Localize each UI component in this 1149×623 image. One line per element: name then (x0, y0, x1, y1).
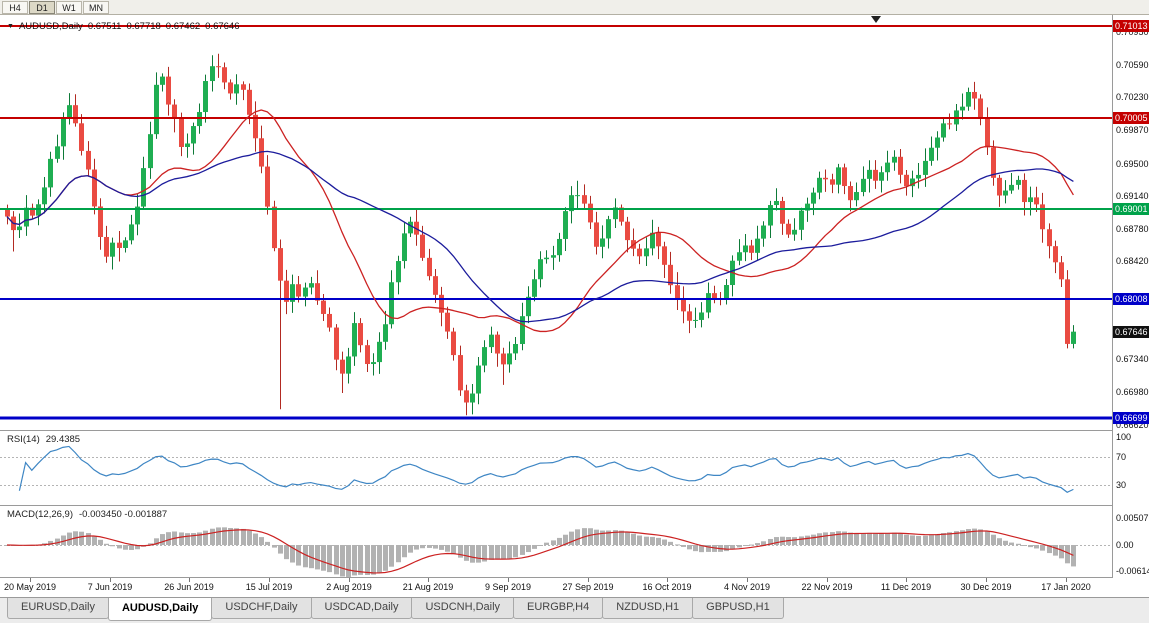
date-label: 26 Jun 2019 (164, 582, 214, 592)
date-tick (827, 578, 828, 582)
date-label: 22 Nov 2019 (801, 582, 853, 592)
date-tick (428, 578, 429, 582)
pane-separator (0, 505, 1149, 506)
level-price-badge: 0.69001 (1113, 202, 1149, 215)
macd-axis-label: 0.00 (1116, 540, 1134, 550)
chart-tab-audusd-daily[interactable]: AUDUSD,Daily (107, 598, 213, 621)
date-label: 9 Sep 2019 (484, 582, 532, 592)
macd-value: -0.003450 -0.001887 (79, 509, 168, 520)
date-label: 27 Sep 2019 (562, 582, 614, 592)
macd-label: MACD(12,26,9) -0.003450 -0.001887 (7, 509, 167, 520)
price-axis-label: 0.68420 (1116, 256, 1149, 267)
date-tick (667, 578, 668, 582)
date-tick (269, 578, 270, 582)
date-tick (508, 578, 509, 582)
chart-symbol-label: AUDUSD,Daily (18, 21, 83, 32)
date-label: 30 Dec 2019 (960, 582, 1012, 592)
date-tick (986, 578, 987, 582)
level-price-badge: 0.70005 (1113, 111, 1149, 124)
ohlc-close: 0.67646 (205, 21, 240, 32)
rsi-axis-label: 30 (1116, 479, 1127, 490)
macd-axis-label: -0.006148 (1116, 566, 1149, 576)
price-axis-label: 0.70590 (1116, 59, 1149, 70)
date-tick (30, 578, 31, 582)
price-axis: 0.709500.705900.702300.698700.695000.691… (1113, 15, 1149, 578)
rsi-axis-label: 70 (1116, 452, 1127, 463)
period-button-w1[interactable]: W1 (56, 0, 82, 14)
chart-tab-eurusd-daily[interactable]: EURUSD,Daily (7, 598, 109, 619)
date-axis: 20 May 2019 7 Jun 2019 26 Jun 2019 15 Jul 2… (0, 578, 1112, 597)
period-button-h4[interactable]: H4 (2, 0, 28, 14)
rsi-canvas[interactable] (0, 431, 1112, 505)
price-axis-border (1112, 15, 1113, 578)
chart-tab-eurgbp-h4[interactable]: EURGBP,H4 (513, 598, 604, 619)
date-label: 20 May 2019 (3, 582, 57, 592)
macd-canvas[interactable] (0, 506, 1112, 577)
price-axis-label: 0.69140 (1116, 191, 1149, 202)
price-axis-label: 0.68780 (1116, 223, 1149, 234)
pane-separator (0, 577, 1149, 578)
level-price-badge: 0.71013 (1113, 20, 1149, 33)
date-label: 7 Jun 2019 (87, 582, 133, 592)
date-tick (906, 578, 907, 582)
price-axis-label: 0.69500 (1116, 158, 1149, 169)
date-tick (1066, 578, 1067, 582)
period-button-d1[interactable]: D1 (29, 0, 55, 14)
period-toolbar: H4 D1 W1 MN (0, 0, 1149, 15)
date-label: 11 Dec 2019 (880, 582, 932, 592)
ohlc-low: 0.67462 (165, 21, 201, 32)
price-axis-label: 0.67340 (1116, 354, 1149, 365)
date-label: 4 Nov 2019 (723, 582, 771, 592)
pane-separator (0, 430, 1149, 431)
chart-tab-gbpusd-h1[interactable]: GBPUSD,H1 (692, 598, 784, 619)
date-label: 21 Aug 2019 (402, 582, 454, 592)
price-axis-label: 0.66620 (1116, 419, 1149, 430)
date-tick (110, 578, 111, 582)
macd-name: MACD(12,26,9) (7, 509, 73, 520)
chart-tab-usdchf-daily[interactable]: USDCHF,Daily (211, 598, 312, 619)
ohlc-open: 0.67511 (87, 21, 122, 32)
date-tick (189, 578, 190, 582)
rsi-name: RSI(14) (7, 434, 40, 445)
period-button-mn[interactable]: MN (83, 0, 109, 14)
date-label: 17 Jan 2020 (1041, 582, 1091, 592)
date-tick (747, 578, 748, 582)
ohlc-high: 0.67718 (126, 21, 161, 32)
rsi-value: 29.4385 (45, 434, 81, 445)
price-axis-label: 0.66980 (1116, 387, 1149, 398)
chart-tab-usdcad-daily[interactable]: USDCAD,Daily (310, 598, 413, 619)
macd-axis-label: 0.005076 (1116, 513, 1149, 523)
level-price-badge: 0.68008 (1113, 292, 1149, 305)
date-label: 15 Jul 2019 (245, 582, 293, 592)
chart-title: ▼ AUDUSD,Daily 0.67511 0.67718 0.67462 0… (7, 21, 239, 32)
chart-shift-marker-icon (871, 16, 881, 23)
price-axis-label: 0.69870 (1116, 124, 1149, 135)
date-tick (349, 578, 350, 582)
chart-tabs-bar: EURUSD,Daily AUDUSD,Daily USDCHF,Daily USDC… (0, 597, 1149, 623)
rsi-label: RSI(14) 29.4385 (7, 434, 80, 445)
date-label: 2 Aug 2019 (326, 582, 372, 592)
window-marker-icon: ▼ (7, 23, 14, 30)
date-label: 16 Oct 2019 (642, 582, 692, 592)
price-axis-label: 0.70230 (1116, 92, 1149, 103)
current-price-badge: 0.67646 (1113, 325, 1149, 338)
price-chart-canvas[interactable] (0, 15, 1112, 430)
chart-tab-usdcnh-daily[interactable]: USDCNH,Daily (411, 598, 515, 619)
level-price-badge: 0.66699 (1113, 411, 1149, 424)
date-tick (588, 578, 589, 582)
rsi-axis-label: 100 (1116, 432, 1132, 442)
chart-tab-nzdusd-h1[interactable]: NZDUSD,H1 (602, 598, 694, 619)
